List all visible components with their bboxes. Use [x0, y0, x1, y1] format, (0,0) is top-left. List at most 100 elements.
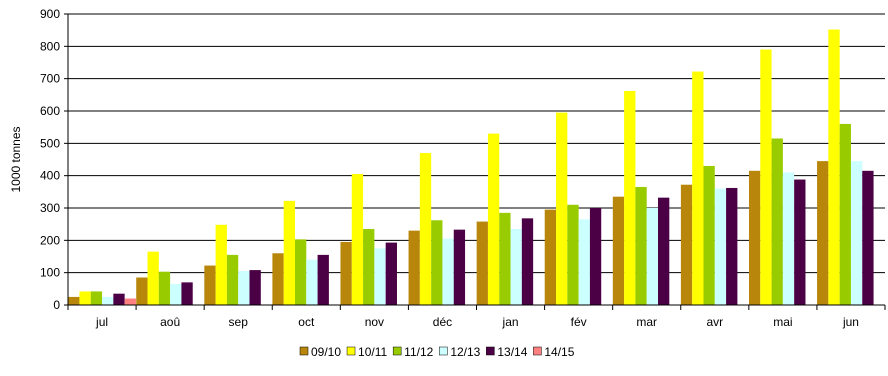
bar-12-13-jul — [102, 296, 114, 305]
bar-11-12-jan — [499, 212, 511, 305]
y-tick-label: 600 — [40, 104, 60, 118]
bar-10-11-nov — [351, 174, 364, 305]
bar-13-14-fév — [589, 208, 602, 305]
bar-12-13-jun — [850, 161, 863, 305]
legend-swatch-12-13 — [439, 346, 448, 356]
bar-13-14-oct — [317, 254, 329, 305]
x-tick-labels: jul aoû sep oct nov déc jan fév mar avr mai jun — [67, 305, 886, 329]
bar-11-12-avr — [703, 165, 715, 305]
legend-swatch-11-12 — [392, 346, 402, 356]
x-tick-label: oct — [298, 315, 315, 329]
bar-09-10-mar — [612, 196, 625, 305]
y-tick-label: 900 — [40, 7, 60, 21]
bar-11-12-déc — [431, 220, 443, 305]
legend-swatch-14-15 — [533, 346, 542, 356]
bar-09-10-sep — [204, 265, 216, 305]
bar-09-10-déc — [408, 230, 420, 305]
x-tick-label: déc — [433, 315, 452, 329]
legend-label: 12/13 — [450, 345, 480, 359]
x-tick-label: sep — [229, 315, 249, 329]
x-tick-label: jul — [95, 315, 108, 329]
legend-label: 14/15 — [544, 345, 574, 359]
bar-12-13-oct — [306, 259, 318, 305]
bar-13-14-mai — [794, 179, 806, 305]
bar-12-13-sep — [238, 271, 250, 305]
y-tick-labels: 0 100 200 300 400 500 600 700 800 900 — [40, 7, 68, 312]
bars — [68, 29, 874, 306]
y-tick-label: 700 — [40, 72, 60, 86]
bar-13-14-déc — [453, 229, 466, 305]
y-tick-label: 100 — [40, 266, 60, 280]
bar-09-10-nov — [340, 241, 352, 305]
bar-11-12-jul — [90, 291, 103, 305]
y-tick-label: 300 — [40, 201, 60, 215]
bar-10-11-avr — [692, 71, 704, 305]
bar-12-13-avr — [714, 188, 727, 305]
bar-12-13-mai — [782, 172, 795, 305]
legend-label: 13/14 — [497, 345, 527, 359]
bar-09-10-avr — [680, 184, 693, 305]
bar-10-11-oct — [283, 200, 295, 305]
legend-swatch-09-10 — [299, 346, 309, 356]
bar-13-14-nov — [385, 242, 397, 305]
y-tick-label: 0 — [53, 298, 60, 312]
x-tick-label: jun — [842, 315, 859, 329]
y-axis-title: 1000 tonnes — [9, 126, 23, 192]
x-tick-label: aoû — [160, 315, 180, 329]
bar-10-11-mai — [760, 49, 772, 305]
y-tick-label: 500 — [40, 136, 60, 150]
bar-09-10-jul — [68, 296, 80, 305]
grid-lines — [68, 13, 885, 274]
bar-09-10-aoû — [136, 277, 148, 305]
bar-12-13-fév — [578, 219, 590, 305]
y-tick-label: 200 — [40, 233, 60, 247]
bar-12-13-déc — [442, 238, 454, 305]
x-tick-label: jan — [502, 315, 519, 329]
bar-13-14-sep — [249, 270, 261, 305]
bar-10-11-jul — [79, 291, 91, 305]
bar-09-10-jun — [817, 161, 829, 305]
y-tick-label: 800 — [40, 39, 60, 53]
y-tick-label: 400 — [40, 169, 60, 183]
x-tick-label: avr — [706, 315, 723, 329]
legend-label: 11/12 — [404, 345, 433, 359]
bar-09-10-mai — [748, 170, 761, 305]
bar-12-13-aoû — [170, 283, 182, 305]
bar-11-12-sep — [226, 254, 239, 305]
bar-13-14-jun — [862, 170, 874, 305]
bar-11-12-nov — [363, 229, 375, 305]
bar-10-11-jan — [487, 133, 500, 305]
bar-10-11-déc — [419, 153, 432, 305]
bar-10-11-jun — [828, 29, 840, 306]
legend-label: 09/10 — [311, 345, 341, 359]
x-tick-label: mar — [636, 315, 657, 329]
bar-12-13-nov — [374, 248, 386, 305]
x-tick-label: nov — [365, 315, 384, 329]
bar-09-10-fév — [544, 209, 557, 305]
bar-13-14-avr — [726, 187, 738, 305]
bar-13-14-mar — [658, 197, 670, 305]
bar-11-12-aoû — [158, 271, 171, 305]
legend-swatch-13-14 — [486, 346, 495, 356]
legend: 09/10 10/11 11/12 12/13 13/14 14/15 — [299, 345, 575, 359]
bar-13-14-aoû — [181, 282, 193, 305]
legend-label: 10/11 — [358, 345, 387, 359]
x-tick-label: mai — [773, 315, 792, 329]
legend-swatch-10-11 — [346, 346, 356, 356]
x-tick-label: fév — [571, 315, 587, 329]
bar-10-11-mar — [624, 90, 636, 305]
bar-11-12-jun — [839, 123, 851, 305]
bar-13-14-jan — [521, 218, 534, 305]
bar-14-15-jul — [124, 298, 136, 305]
bar-11-12-oct — [294, 239, 307, 305]
bar-11-12-mai — [771, 138, 783, 305]
bar-09-10-oct — [272, 253, 284, 305]
bar-11-12-mar — [635, 186, 647, 305]
bar-11-12-fév — [567, 204, 579, 305]
bar-12-13-jan — [510, 229, 522, 305]
bar-10-11-fév — [556, 112, 568, 305]
bar-12-13-mar — [646, 208, 659, 305]
bar-10-11-aoû — [147, 251, 159, 305]
bar-10-11-sep — [215, 224, 227, 305]
